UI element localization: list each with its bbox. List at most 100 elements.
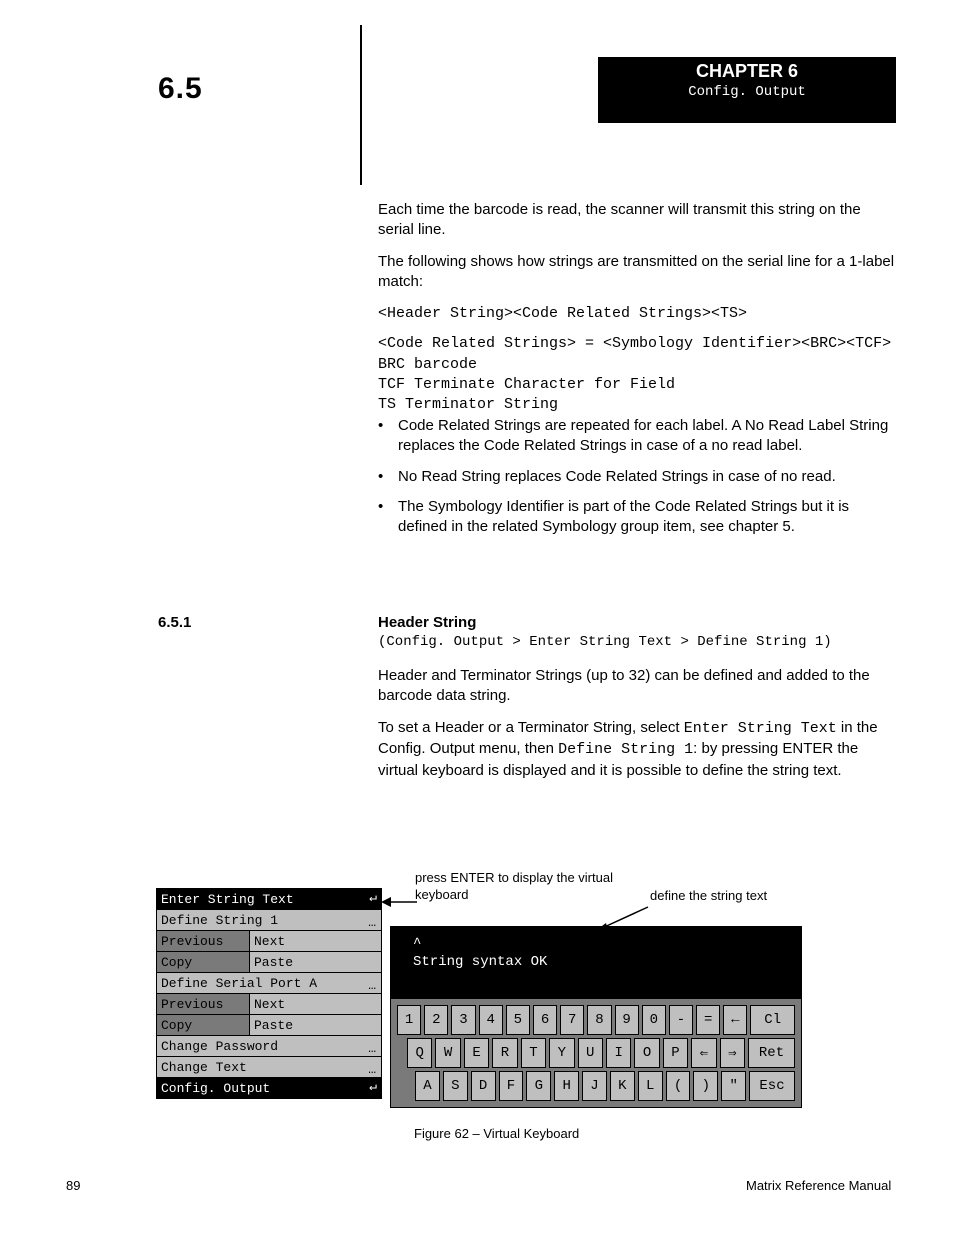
menu-item-label: Define Serial Port A	[157, 974, 321, 992]
bullet-text: No Read String replaces Code Related Str…	[398, 467, 898, 487]
sp2b: Enter String Text	[684, 720, 837, 737]
menu-row[interactable]: Previous Next	[157, 931, 381, 952]
section-subtitle: (Config. Output > Enter String Text > De…	[378, 634, 832, 650]
bullet-mark: •	[378, 416, 398, 457]
keyboard-key[interactable]: Y	[549, 1038, 574, 1068]
menu-item-label: Previous	[157, 932, 227, 950]
keyboard-key[interactable]: Cl	[750, 1005, 795, 1035]
menu-item-label: Change Password	[157, 1037, 282, 1055]
keyboard-key[interactable]: O	[634, 1038, 659, 1068]
keyboard-key[interactable]: =	[696, 1005, 720, 1035]
menu-item-label: Paste	[250, 1016, 297, 1034]
menu-item-half[interactable]: Paste	[250, 952, 381, 972]
menu-item-label: Config. Output	[157, 1079, 274, 1097]
keyboard-key[interactable]: 6	[533, 1005, 557, 1035]
menu-row[interactable]: Change Password…	[157, 1036, 381, 1057]
keyboard-key[interactable]: I	[606, 1038, 631, 1068]
menu-item-half[interactable]: Previous	[157, 994, 250, 1014]
keyboard-key[interactable]: -	[669, 1005, 693, 1035]
menu-row[interactable]: Enter String Text ↵	[157, 889, 381, 910]
menu-item-half[interactable]: Previous	[157, 931, 250, 951]
menu-item-label: Paste	[250, 953, 297, 971]
menu-item-half[interactable]: Paste	[250, 1015, 381, 1035]
bullet-1: • Code Related Strings are repeated for …	[378, 416, 898, 457]
header-sub: Config. Output	[598, 84, 896, 100]
keyboard-key[interactable]: P	[663, 1038, 688, 1068]
keyboard-key[interactable]: K	[610, 1071, 635, 1101]
menu-item-label: Define String 1	[157, 911, 282, 929]
keyboard-key[interactable]: W	[435, 1038, 460, 1068]
menu-row[interactable]: Define String 1 …	[157, 910, 381, 931]
enter-icon: ↵	[369, 1080, 377, 1093]
menu-item-label: Enter String Text	[157, 890, 298, 908]
menu: Enter String Text ↵ Define String 1 … Previo…	[156, 888, 382, 1099]
footer-doc-title: Matrix Reference Manual	[746, 1178, 891, 1193]
keyboard-display: ^ String syntax OK	[391, 927, 801, 999]
menu-row[interactable]: Config. Output ↵	[157, 1078, 381, 1098]
keyboard-key[interactable]: "	[721, 1071, 746, 1101]
menu-row[interactable]: Change Text…	[157, 1057, 381, 1078]
keyboard-key[interactable]: E	[464, 1038, 489, 1068]
keyboard-key[interactable]: A	[415, 1071, 440, 1101]
keyboard-key[interactable]: 2	[424, 1005, 448, 1035]
section-para-1: Header and Terminator Strings (up to 32)…	[378, 666, 898, 707]
menu-row[interactable]: CopyPaste	[157, 952, 381, 973]
fig-left-label: press ENTER to display the virtual keybo…	[415, 870, 625, 904]
menu-screenshot: Enter String Text ↵ Define String 1 … Previo…	[156, 888, 382, 1099]
keyboard-key[interactable]: 3	[451, 1005, 475, 1035]
section-number: 6.5.1	[158, 614, 191, 631]
ellipsis-icon: …	[368, 1063, 377, 1076]
enter-icon: ↵	[369, 891, 377, 904]
bullet-text: Code Related Strings are repeated for ea…	[398, 416, 898, 457]
keyboard-status: String syntax OK	[413, 953, 791, 971]
header-top: CHAPTER 6	[598, 61, 896, 82]
keyboard-key[interactable]: 5	[506, 1005, 530, 1035]
keyboard-key[interactable]: D	[471, 1071, 496, 1101]
menu-row[interactable]: Define Serial Port A…	[157, 973, 381, 994]
menu-row[interactable]: Copy Paste	[157, 1015, 381, 1036]
keyboard-key[interactable]: 1	[397, 1005, 421, 1035]
keyboard-row: 1234567890-=←Cl	[397, 1005, 795, 1035]
sp2a: To set a Header or a Terminator String, …	[378, 719, 684, 736]
keyboard-key[interactable]: )	[693, 1071, 718, 1101]
keyboard-key[interactable]: J	[582, 1071, 607, 1101]
keyboard-key[interactable]: U	[578, 1038, 603, 1068]
menu-item-label: Copy	[157, 1016, 196, 1034]
keyboard-key[interactable]: R	[492, 1038, 517, 1068]
keyboard-key[interactable]: Ret	[748, 1038, 795, 1068]
menu-item-half[interactable]: Copy	[157, 1015, 250, 1035]
ellipsis-icon: …	[368, 916, 377, 929]
keyboard-key[interactable]: 0	[642, 1005, 666, 1035]
keyboard-key[interactable]: T	[521, 1038, 546, 1068]
menu-row[interactable]: PreviousNext	[157, 994, 381, 1015]
keyboard-key[interactable]: Q	[407, 1038, 432, 1068]
keyboard-key[interactable]: H	[554, 1071, 579, 1101]
menu-item-half[interactable]: Next	[250, 994, 381, 1014]
keyboard-key[interactable]: G	[526, 1071, 551, 1101]
keyboard-key[interactable]: L	[638, 1071, 663, 1101]
keyboard-key[interactable]: Esc	[749, 1071, 795, 1101]
menu-item-label: Next	[250, 995, 289, 1013]
keyboard-key[interactable]: 8	[587, 1005, 611, 1035]
keyboard-key[interactable]: ⇐	[691, 1038, 716, 1068]
menu-item-half[interactable]: Next	[250, 931, 381, 951]
keyboard-row: ASDFGHJKL()"Esc	[415, 1071, 795, 1101]
header-box: CHAPTER 6 Config. Output	[598, 57, 896, 123]
menu-item-half[interactable]: Copy	[157, 952, 250, 972]
keyboard-key[interactable]: 9	[615, 1005, 639, 1035]
intro-para-2: The following shows how strings are tran…	[378, 252, 898, 293]
section-title: Header String	[378, 614, 476, 631]
bullet-mark: •	[378, 467, 398, 487]
intro-para-1: Each time the barcode is read, the scann…	[378, 200, 898, 241]
bullets: • Code Related Strings are repeated for …	[378, 416, 898, 537]
example-line-4: TS Terminator String	[378, 395, 898, 415]
keyboard-key[interactable]: ←	[723, 1005, 747, 1035]
keyboard-key[interactable]: (	[666, 1071, 691, 1101]
keyboard-key[interactable]: F	[499, 1071, 524, 1101]
keyboard-key[interactable]: ⇒	[720, 1038, 745, 1068]
keyboard-key[interactable]: 7	[560, 1005, 584, 1035]
keyboard-key[interactable]: 4	[479, 1005, 503, 1035]
arrow-left	[381, 894, 419, 910]
keyboard-key[interactable]: S	[443, 1071, 468, 1101]
example-line-3: TCF Terminate Character for Field	[378, 375, 898, 395]
